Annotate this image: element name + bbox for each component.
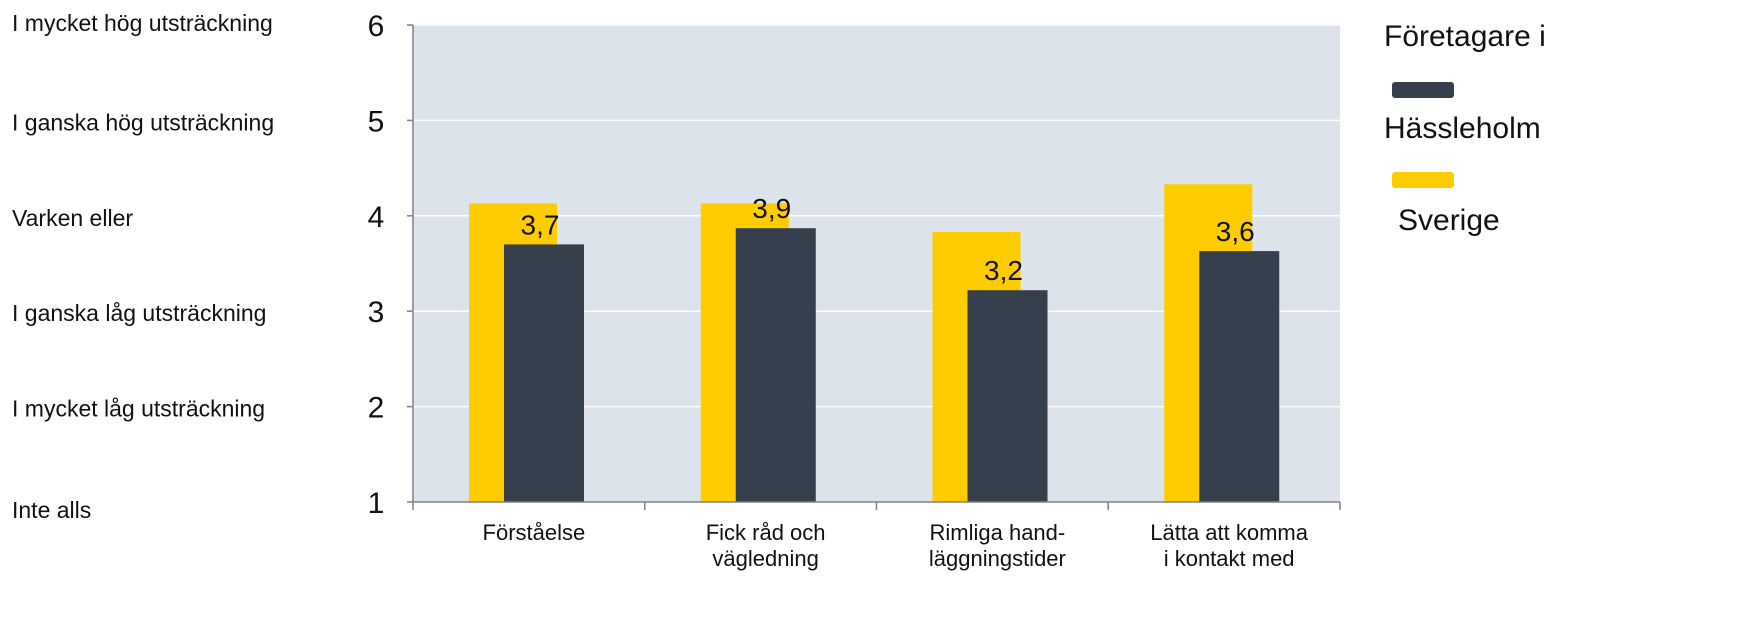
y-scale-label: I mycket hög utsträckning	[12, 10, 273, 36]
data-label: 3,9	[752, 193, 791, 224]
legend-title: Företagare i	[1384, 20, 1546, 53]
x-tick-label: Förståelse	[483, 520, 586, 545]
legend-label: Sverige	[1398, 204, 1500, 237]
data-label: 3,2	[984, 255, 1023, 286]
data-labels: 3,7 3,9 3,2 3,6	[521, 193, 1255, 286]
y-tick-label: 1	[368, 487, 385, 520]
x-tick-labels: Förståelse Fick råd och vägledning Rimliga …	[483, 520, 1309, 571]
y-scale-label: I ganska låg utsträckning	[12, 300, 266, 326]
axes	[407, 24, 1341, 510]
y-scale-label: I ganska hög utsträckning	[12, 109, 274, 135]
y-scale-label: Inte alls	[12, 497, 91, 523]
y-tick-label: 4	[368, 201, 385, 234]
bar-hassleholm	[967, 290, 1048, 502]
bars	[469, 184, 1280, 503]
y-tick-label: 2	[368, 392, 385, 425]
legend-swatch	[1392, 172, 1454, 188]
y-tick-label: 3	[368, 296, 385, 329]
data-label: 3,6	[1216, 216, 1255, 247]
x-tick-label: Fick råd och vägledning	[706, 520, 826, 571]
y-scale-label: Varken eller	[12, 205, 133, 231]
y-tick-label: 5	[368, 105, 385, 138]
data-label: 3,7	[521, 209, 560, 240]
legend: Företagare i Hässleholm Sverige	[1384, 20, 1546, 237]
x-tick-label: Lätta att komma i kontakt med	[1150, 520, 1309, 571]
y-scale-label: I mycket låg utsträckning	[12, 396, 265, 422]
y-tick-label: 6	[368, 10, 385, 43]
bar-hassleholm	[735, 228, 816, 502]
legend-swatch	[1392, 82, 1454, 98]
bar-hassleholm	[504, 244, 584, 503]
y-scale-labels: Inte alls I mycket låg utsträckning I gans…	[12, 10, 274, 523]
x-tick-label: Rimliga hand-läggningstider	[929, 520, 1066, 571]
y-tick-labels: 1 2 3 4 5 6	[368, 10, 385, 520]
bar-hassleholm	[1199, 251, 1280, 502]
legend-label: Hässleholm	[1384, 112, 1541, 145]
